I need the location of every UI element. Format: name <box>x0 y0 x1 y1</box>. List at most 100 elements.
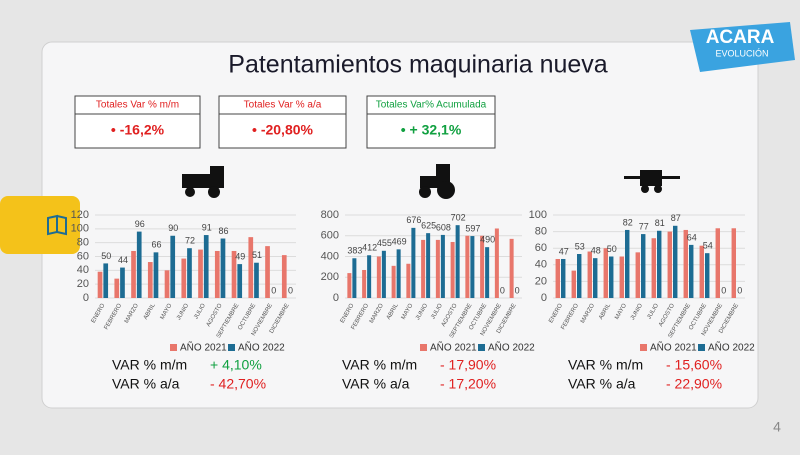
data-label: 676 <box>406 215 421 225</box>
bar <box>440 234 445 298</box>
legend-swatch <box>478 344 485 351</box>
y-tick-label: 80 <box>535 226 547 238</box>
bar <box>509 238 514 298</box>
bar <box>603 248 608 298</box>
data-label: 0 <box>271 285 276 295</box>
data-label: 0 <box>737 285 742 295</box>
var-value: - 17,90% <box>440 357 496 373</box>
bar <box>593 258 598 298</box>
bar <box>396 249 401 298</box>
bar <box>131 250 136 298</box>
y-tick-label: 40 <box>77 264 89 276</box>
bar <box>406 263 411 298</box>
var-label: VAR % m/m <box>342 357 417 373</box>
bar <box>421 239 426 298</box>
bar <box>470 236 475 298</box>
var-label: VAR % a/a <box>568 376 636 392</box>
bar <box>641 234 646 298</box>
bar <box>715 228 720 298</box>
logo: ACARA EVOLUCIÓN <box>690 22 795 72</box>
var-label: VAR % a/a <box>342 376 410 392</box>
bar <box>114 278 120 298</box>
data-label: 383 <box>347 246 362 256</box>
bar <box>450 241 455 298</box>
legend-swatch <box>228 344 235 351</box>
bar <box>657 230 662 298</box>
legend-label: AÑO 2022 <box>488 341 535 354</box>
bar <box>391 265 396 298</box>
data-label: 50 <box>101 251 111 261</box>
tractor-icon <box>419 164 455 199</box>
bar <box>347 273 352 298</box>
bar <box>494 228 499 298</box>
bar <box>480 235 485 298</box>
y-tick-label: 40 <box>535 259 547 271</box>
data-label: 64 <box>687 232 697 242</box>
data-label: 608 <box>436 222 451 232</box>
y-tick-label: 600 <box>321 230 339 242</box>
bar <box>248 237 254 298</box>
bar <box>231 250 237 298</box>
bar <box>435 239 440 298</box>
data-label: 490 <box>480 235 495 245</box>
bar <box>561 258 566 298</box>
logo-name: ACARA <box>706 27 775 48</box>
bar <box>587 251 592 298</box>
bar <box>381 250 386 298</box>
data-label: 49 <box>235 251 245 261</box>
kpi-box <box>74 95 201 149</box>
var-label: VAR % m/m <box>568 357 643 373</box>
data-label: 597 <box>465 223 480 233</box>
bar <box>699 245 704 298</box>
data-label: 0 <box>288 285 293 295</box>
bar <box>97 271 103 298</box>
bar <box>214 250 220 298</box>
logo-tagline: EVOLUCIÓN <box>715 48 768 58</box>
bar <box>673 225 678 298</box>
bar <box>352 258 357 298</box>
y-tick-label: 200 <box>321 271 339 283</box>
y-tick-label: 0 <box>83 292 89 304</box>
kpi-label: Totales Var% Acumulada <box>376 100 487 111</box>
y-tick-label: 800 <box>321 209 339 221</box>
bar <box>635 252 640 298</box>
bar <box>689 244 694 298</box>
data-label: 82 <box>623 217 633 227</box>
bar <box>609 256 614 298</box>
legend-label: AÑO 2021 <box>430 341 477 354</box>
data-label: 51 <box>252 250 262 260</box>
data-label: 0 <box>721 285 726 295</box>
var-value: - 42,70% <box>210 376 266 392</box>
data-label: 44 <box>118 255 128 265</box>
bar <box>625 229 630 298</box>
data-label: 96 <box>135 219 145 229</box>
data-label: 47 <box>559 246 569 256</box>
bar <box>376 256 381 298</box>
bar <box>198 249 203 298</box>
harvester-icon <box>182 166 224 198</box>
data-label: 77 <box>639 221 649 231</box>
y-tick-label: 60 <box>77 250 89 262</box>
bar <box>571 270 576 298</box>
bar <box>103 263 109 298</box>
bar <box>485 247 490 298</box>
data-label: 50 <box>607 244 617 254</box>
bar <box>555 258 560 298</box>
y-tick-label: 0 <box>541 292 547 304</box>
kpi-box <box>218 95 347 149</box>
var-value: - 15,60% <box>666 357 722 373</box>
y-tick-label: 60 <box>535 242 547 254</box>
data-label: 81 <box>655 218 665 228</box>
bar <box>667 231 672 298</box>
y-tick-label: 400 <box>321 250 339 262</box>
data-label: 53 <box>575 241 585 251</box>
bar <box>455 225 460 298</box>
data-label: 455 <box>377 238 392 248</box>
bar <box>254 262 259 298</box>
book-icon <box>47 214 67 236</box>
var-value: - 22,90% <box>666 376 722 392</box>
bar <box>705 253 710 298</box>
bar <box>187 248 192 298</box>
data-label: 72 <box>185 236 195 246</box>
